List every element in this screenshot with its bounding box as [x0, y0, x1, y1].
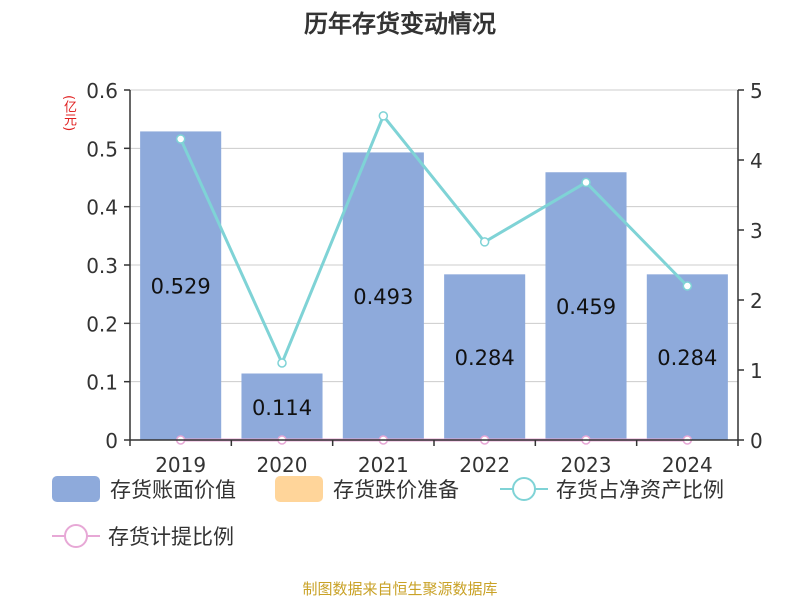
chart-title: 历年存货变动情况 — [304, 10, 496, 38]
y-left-tick-label: 0.1 — [86, 371, 118, 395]
line-point — [479, 237, 490, 247]
legend-swatch-bar — [52, 476, 100, 502]
x-tick-label: 2024 — [662, 453, 713, 477]
legend-item-inventory-book-value[interactable]: 存货账面价值 — [52, 474, 236, 504]
legend-line-marker-icon — [500, 477, 548, 501]
bar — [444, 274, 526, 440]
line-point — [277, 358, 287, 368]
line-point — [682, 281, 693, 291]
y-right-tick-label: 2 — [750, 289, 763, 313]
y-left-tick-label: 0 — [105, 429, 118, 453]
y-left-tick-label: 0.5 — [86, 137, 118, 161]
bar-data-label: 0.284 — [455, 346, 515, 370]
x-tick-label: 2022 — [459, 453, 510, 477]
bar — [646, 274, 728, 440]
bar-data-label: 0.459 — [556, 295, 616, 319]
y-left-tick-label: 0.3 — [86, 254, 118, 278]
line-point — [175, 134, 186, 144]
bar — [241, 373, 323, 440]
left-axis-unit-label: (亿元) — [61, 95, 76, 132]
bar — [342, 152, 424, 440]
x-tick-label: 2023 — [561, 453, 612, 477]
legend-line-marker-icon — [52, 524, 100, 548]
legend-item-inventory-impairment[interactable]: 存货跌价准备 — [275, 474, 459, 504]
x-tick-label: 2020 — [257, 453, 308, 477]
y-left-tick-label: 0.6 — [86, 79, 118, 103]
bar-data-label: 0.493 — [353, 285, 413, 309]
bar-data-label: 0.114 — [252, 396, 312, 420]
bar — [545, 172, 627, 440]
source-note: 制图数据来自恒生聚源数据库 — [302, 580, 498, 598]
series-line — [179, 112, 689, 367]
y-right-tick-label: 0 — [750, 429, 763, 453]
legend-item-provision-ratio[interactable]: 存货计提比例 — [52, 521, 234, 551]
bar-data-label: 0.284 — [657, 346, 717, 370]
bar — [140, 131, 222, 440]
y-left-tick-label: 0.2 — [86, 312, 118, 336]
bar-data-label: 0.529 — [151, 275, 211, 299]
y-right-tick-label: 5 — [750, 79, 763, 103]
legend-swatch-bar — [275, 476, 323, 502]
legend-item-inventory-to-net-assets[interactable]: 存货占净资产比例 — [500, 474, 724, 504]
x-tick-label: 2021 — [358, 453, 409, 477]
line-point — [378, 111, 389, 121]
legend-label: 存货跌价准备 — [333, 478, 459, 502]
y-right-tick-label: 3 — [750, 219, 763, 243]
x-tick-label: 2019 — [155, 453, 206, 477]
y-right-tick-label: 4 — [750, 149, 763, 173]
legend-label: 存货账面价值 — [110, 478, 236, 502]
y-left-tick-label: 0.4 — [86, 196, 118, 220]
y-right-tick-label: 1 — [750, 359, 763, 383]
line-point — [581, 177, 591, 188]
legend-label: 存货计提比例 — [108, 525, 234, 549]
legend-label: 存货占净资产比例 — [556, 478, 724, 502]
